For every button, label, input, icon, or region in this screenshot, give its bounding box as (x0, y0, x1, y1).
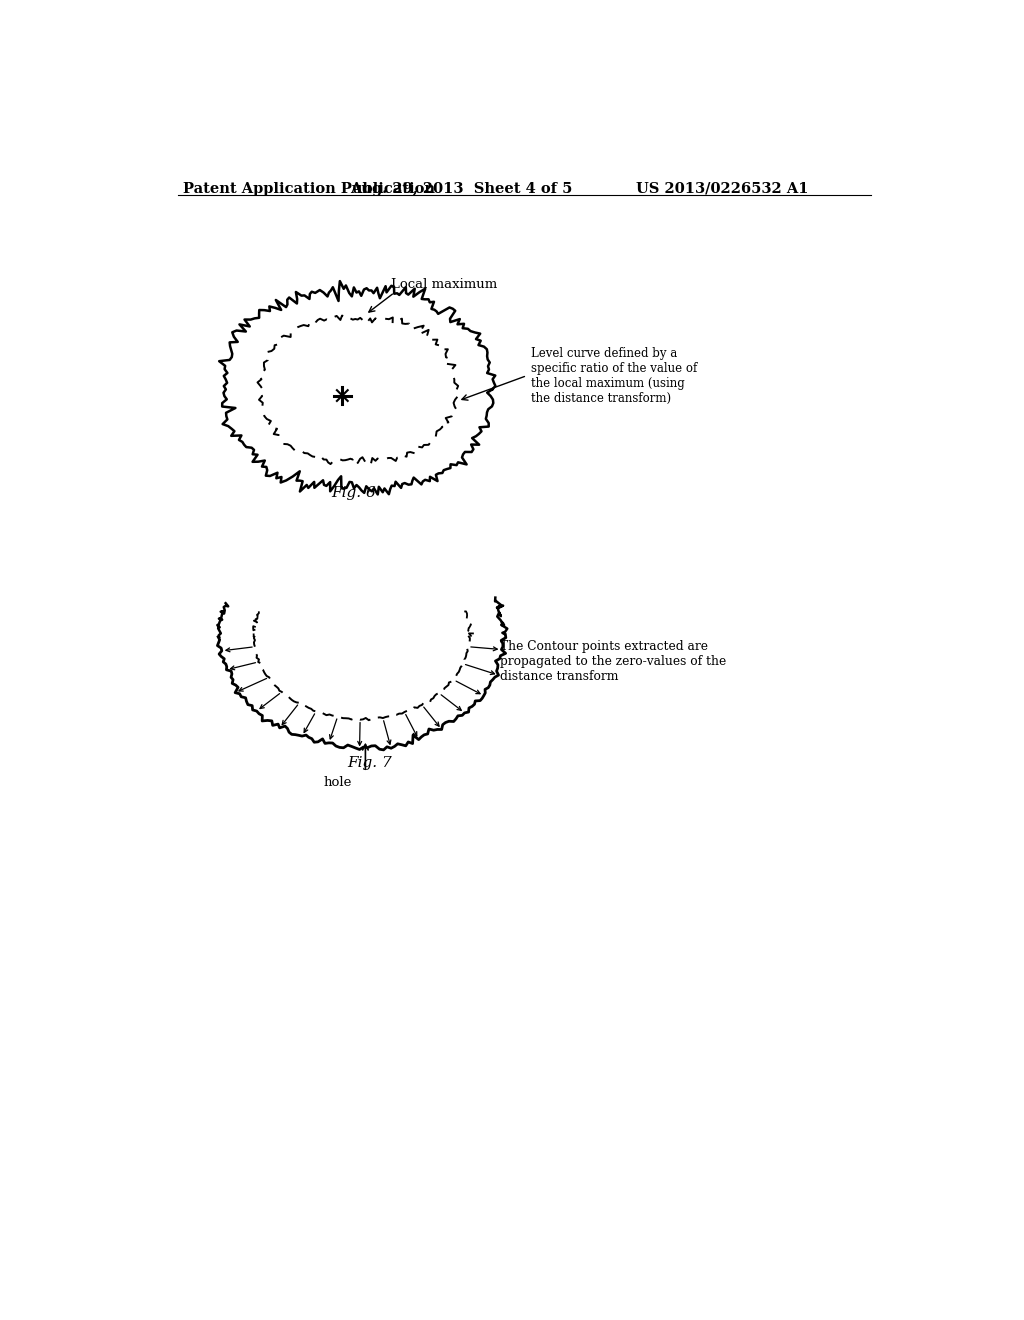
Text: Level curve defined by a
specific ratio of the value of
the local maximum (using: Level curve defined by a specific ratio … (531, 347, 697, 404)
Text: Fig. 6: Fig. 6 (332, 486, 376, 500)
Text: Patent Application Publication: Patent Application Publication (183, 182, 435, 195)
Text: US 2013/0226532 A1: US 2013/0226532 A1 (636, 182, 808, 195)
Text: Aug. 29, 2013  Sheet 4 of 5: Aug. 29, 2013 Sheet 4 of 5 (350, 182, 572, 195)
Text: Local maximum: Local maximum (391, 277, 497, 290)
Text: hole: hole (323, 776, 351, 789)
Text: The Contour points extracted are
propagated to the zero-values of the
distance t: The Contour points extracted are propaga… (500, 640, 726, 682)
Text: Fig. 7: Fig. 7 (347, 755, 391, 770)
